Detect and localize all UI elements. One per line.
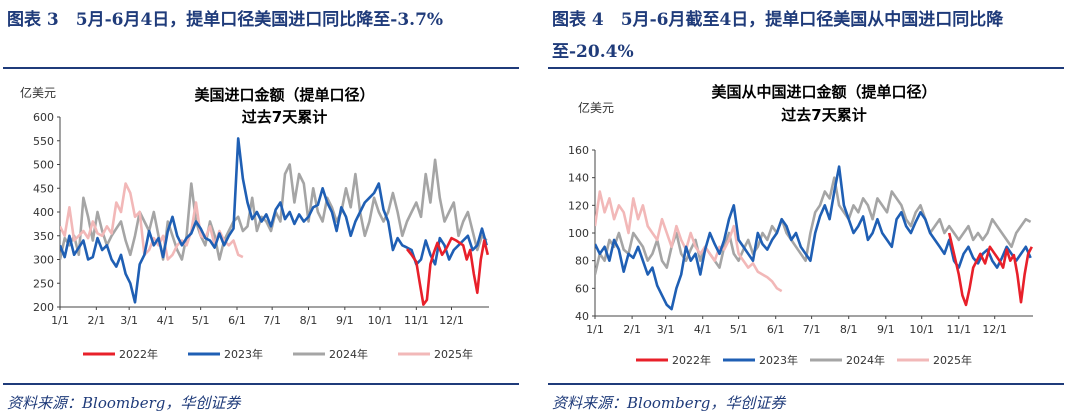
chart-us-imports-from-china: 美国从中国进口金额（提单口径） 过去7天累计 亿美元 40 60 80 100 120 140 1… [568, 83, 1033, 367]
legend-label: 2022年 [119, 347, 158, 361]
series-line-0 [947, 232, 1033, 307]
divider [548, 383, 1064, 385]
x-tick-label: 12/1 [982, 323, 1007, 336]
chart-title: 美国从中国进口金额（提单口径） [711, 83, 936, 101]
series-line-3 [595, 190, 783, 293]
x-tick-label: 11/1 [404, 314, 429, 327]
y-tick-label: 400 [33, 206, 54, 219]
legend-label: 2023年 [224, 347, 263, 361]
y-tick-label: 300 [33, 254, 54, 267]
figure-title: 图表 3 5月-6月4日，提单口径美国进口同比降至-3.7% [7, 10, 444, 30]
x-tick-label: 8/1 [300, 314, 318, 327]
y-tick-label: 550 [33, 135, 54, 148]
divider [3, 67, 519, 69]
series-line-2 [595, 176, 1032, 275]
y-tick-label: 40 [575, 310, 589, 323]
legend-label: 2024年 [329, 347, 368, 361]
series-line-0 [405, 236, 489, 306]
x-tick-label: 1/1 [51, 314, 69, 327]
x-tick-label: 3/1 [120, 314, 138, 327]
x-tick-label: 6/1 [228, 314, 246, 327]
y-tick-label: 450 [33, 182, 54, 195]
x-tick-label: 2/1 [623, 323, 641, 336]
x-tick-label: 10/1 [368, 314, 393, 327]
chart-subtitle: 过去7天累计 [781, 106, 866, 124]
legend-label: 2024年 [846, 353, 885, 367]
x-tick-label: 3/1 [657, 323, 675, 336]
series-line-1 [595, 165, 1032, 311]
x-tick-label: 9/1 [336, 314, 354, 327]
x-tick-label: 4/1 [157, 314, 175, 327]
divider [548, 67, 1064, 69]
x-tick-label: 4/1 [694, 323, 712, 336]
x-tick-label: 9/1 [877, 323, 895, 336]
figure-title: 图表 4 5月-6月截至4日，提单口径美国从中国进口同比降至-20.4% [552, 10, 1004, 62]
y-tick-label: 120 [568, 199, 589, 212]
x-tick-label: 8/1 [840, 323, 858, 336]
series-line-1 [60, 137, 488, 304]
source-note: 资料来源：Bloomberg，华创证券 [7, 394, 241, 412]
y-tick-label: 60 [575, 282, 589, 295]
y-tick-label: 600 [33, 111, 54, 124]
source-note: 资料来源：Bloomberg，华创证券 [552, 394, 786, 412]
x-tick-label: 7/1 [263, 314, 281, 327]
x-tick-label: 12/1 [439, 314, 464, 327]
x-tick-label: 6/1 [767, 323, 785, 336]
x-tick-label: 5/1 [730, 323, 748, 336]
y-tick-label: 100 [568, 227, 589, 240]
y-tick-label: 250 [33, 277, 54, 290]
y-tick-label: 140 [568, 172, 589, 185]
x-tick-label: 10/1 [909, 323, 934, 336]
divider [3, 383, 519, 385]
y-tick-label: 200 [33, 301, 54, 314]
legend-label: 2023年 [759, 353, 798, 367]
x-tick-label: 11/1 [946, 323, 971, 336]
series-line-2 [60, 158, 488, 261]
y-tick-label: 80 [575, 255, 589, 268]
figure-4: 图表 4 5月-6月截至4日，提单口径美国从中国进口同比降至-20.4% 美国从… [548, 0, 1066, 420]
y-tick-label: 350 [33, 230, 54, 243]
x-tick-label: 1/1 [586, 323, 604, 336]
legend-label: 2025年 [933, 353, 972, 367]
legend-label: 2025年 [434, 347, 473, 361]
y-axis-label: 亿美元 [578, 100, 614, 115]
legend-label: 2022年 [672, 353, 711, 367]
x-tick-label: 2/1 [87, 314, 105, 327]
x-tick-label: 7/1 [803, 323, 821, 336]
chart-subtitle: 过去7天累计 [242, 108, 327, 126]
y-tick-label: 160 [568, 144, 589, 157]
chart-title: 美国进口金额（提单口径） [194, 86, 374, 104]
figure-3: 图表 3 5月-6月4日，提单口径美国进口同比降至-3.7% 美国进口金额（提单… [3, 0, 523, 420]
chart-us-imports: 美国进口金额（提单口径） 过去7天累计 亿美元 200 250 300 350 400 450 5… [20, 85, 489, 361]
y-tick-label: 500 [33, 159, 54, 172]
series-line-3 [60, 182, 244, 261]
y-axis-label: 亿美元 [20, 85, 56, 100]
x-tick-label: 5/1 [192, 314, 210, 327]
